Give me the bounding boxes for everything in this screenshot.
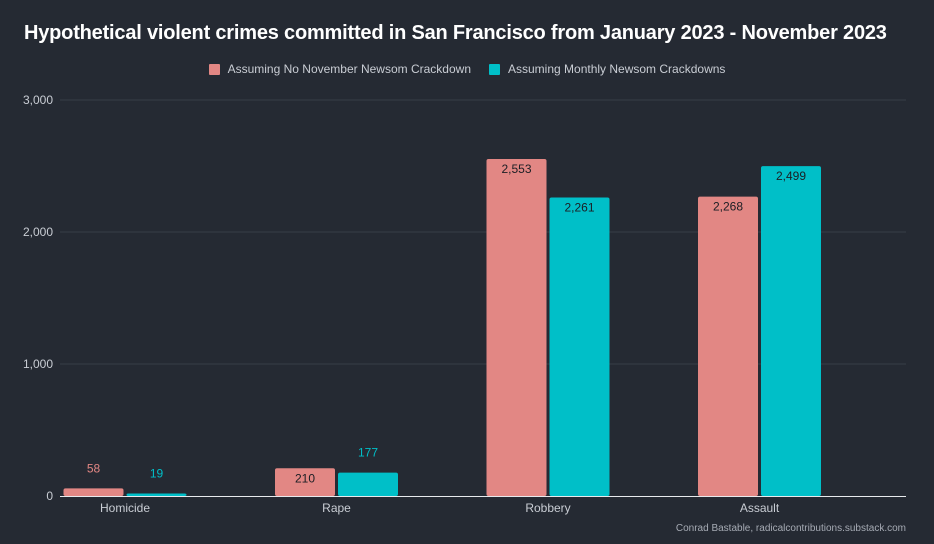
legend-label-monthly-crackdowns: Assuming Monthly Newsom Crackdowns [508,62,726,76]
bar-robbery-monthly-crackdowns [549,197,610,496]
legend-swatch-monthly-crackdowns [489,63,500,75]
bar-rape-no-crackdown [275,468,335,496]
data-label: 2,261 [564,201,594,215]
x-tick-label: Homicide [100,501,150,515]
bar-rape-monthly-crackdowns [338,472,398,496]
legend-label-no-crackdown: Assuming No November Newsom Crackdown [227,62,471,76]
x-tick-label: Assault [740,501,780,515]
data-label: 58 [87,461,101,475]
bar-homicide-no-crackdown [63,488,124,496]
y-tick-label: 3,000 [23,93,53,107]
y-tick-label: 2,000 [23,225,53,239]
x-tick-label: Robbery [525,501,570,515]
bar-assault-no-crackdown [698,196,758,496]
chart-title: Hypothetical violent crimes committed in… [24,22,887,44]
data-label: 210 [295,471,315,485]
data-label: 2,553 [501,162,531,176]
bar-homicide-monthly-crackdowns [126,493,187,496]
data-label: 2,268 [713,200,743,214]
legend: Assuming No November Newsom Crackdown As… [0,62,934,76]
bar-assault-monthly-crackdowns [761,166,821,496]
data-label: 19 [150,466,164,480]
legend-item-no-crackdown[interactable]: Assuming No November Newsom Crackdown [208,62,471,76]
x-tick-label: Rape [322,501,351,515]
data-label: 2,499 [776,169,806,183]
legend-swatch-no-crackdown [208,63,220,75]
y-tick-label: 1,000 [23,357,53,371]
legend-item-monthly-crackdowns[interactable]: Assuming Monthly Newsom Crackdowns [489,62,725,76]
data-label: 177 [358,446,378,460]
y-tick-label: 0 [46,489,53,503]
bar-robbery-no-crackdown [486,159,547,496]
chart-credit: Conrad Bastable, radicalcontributions.su… [675,523,906,534]
